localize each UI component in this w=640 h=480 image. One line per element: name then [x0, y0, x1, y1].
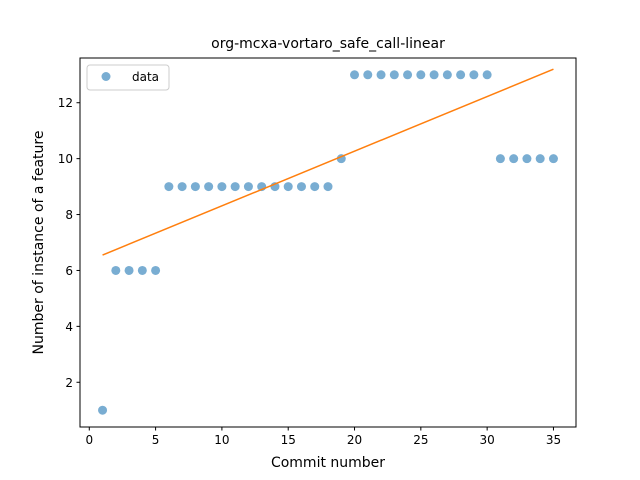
data-point	[190, 182, 200, 192]
axis-ticks: 0 5 10 15 20 25 30 35 2 4 6 8 10 12	[58, 96, 561, 447]
x-tick-label: 35	[546, 433, 561, 447]
data-point	[151, 265, 161, 275]
y-tick-label: 8	[65, 208, 73, 222]
legend: data	[86, 64, 170, 91]
data-point	[350, 70, 360, 80]
data-point	[403, 70, 413, 80]
x-tick-label: 15	[281, 433, 296, 447]
data-point	[230, 182, 240, 192]
data-point	[389, 70, 399, 80]
x-tick-label: 0	[85, 433, 93, 447]
axes-frame	[79, 57, 577, 428]
chart-title: org-mcxa-vortaro_safe_call-linear	[211, 36, 445, 52]
legend-box	[86, 64, 170, 91]
data-point	[416, 70, 426, 80]
data-point	[243, 182, 253, 192]
data-point	[217, 182, 227, 192]
data-point	[296, 182, 306, 192]
plot-area	[98, 68, 558, 415]
data-point	[363, 70, 373, 80]
data-point	[137, 265, 147, 275]
data-point	[111, 265, 121, 275]
data-point	[509, 154, 519, 164]
data-point	[283, 182, 293, 192]
data-point	[495, 154, 505, 164]
data-point	[177, 182, 187, 192]
y-tick-label: 2	[65, 376, 73, 390]
y-tick-label: 6	[65, 264, 73, 278]
data-point	[164, 182, 174, 192]
y-axis-label: Number of instance of a feature	[31, 131, 47, 355]
data-point	[535, 154, 545, 164]
data-point	[522, 154, 532, 164]
x-tick-label: 5	[152, 433, 160, 447]
x-tick-label: 20	[347, 433, 362, 447]
data-point	[469, 70, 479, 80]
x-tick-label: 25	[413, 433, 428, 447]
data-point	[376, 70, 386, 80]
data-point	[456, 70, 466, 80]
fit-line	[102, 68, 554, 256]
data-point	[429, 70, 439, 80]
legend-label-data: data	[132, 70, 159, 84]
y-tick-label: 12	[58, 96, 73, 110]
x-tick-label: 10	[214, 433, 229, 447]
data-point	[548, 154, 558, 164]
y-tick-label: 10	[58, 152, 73, 166]
x-axis-label: Commit number	[271, 455, 385, 471]
y-tick-label: 4	[65, 320, 73, 334]
data-point	[204, 182, 214, 192]
x-tick-label: 30	[480, 433, 495, 447]
data-point	[310, 182, 320, 192]
data-point	[442, 70, 452, 80]
data-point	[124, 265, 134, 275]
data-point	[482, 70, 492, 80]
legend-marker-data	[101, 72, 111, 81]
data-point	[323, 182, 333, 192]
data-point	[98, 405, 108, 415]
